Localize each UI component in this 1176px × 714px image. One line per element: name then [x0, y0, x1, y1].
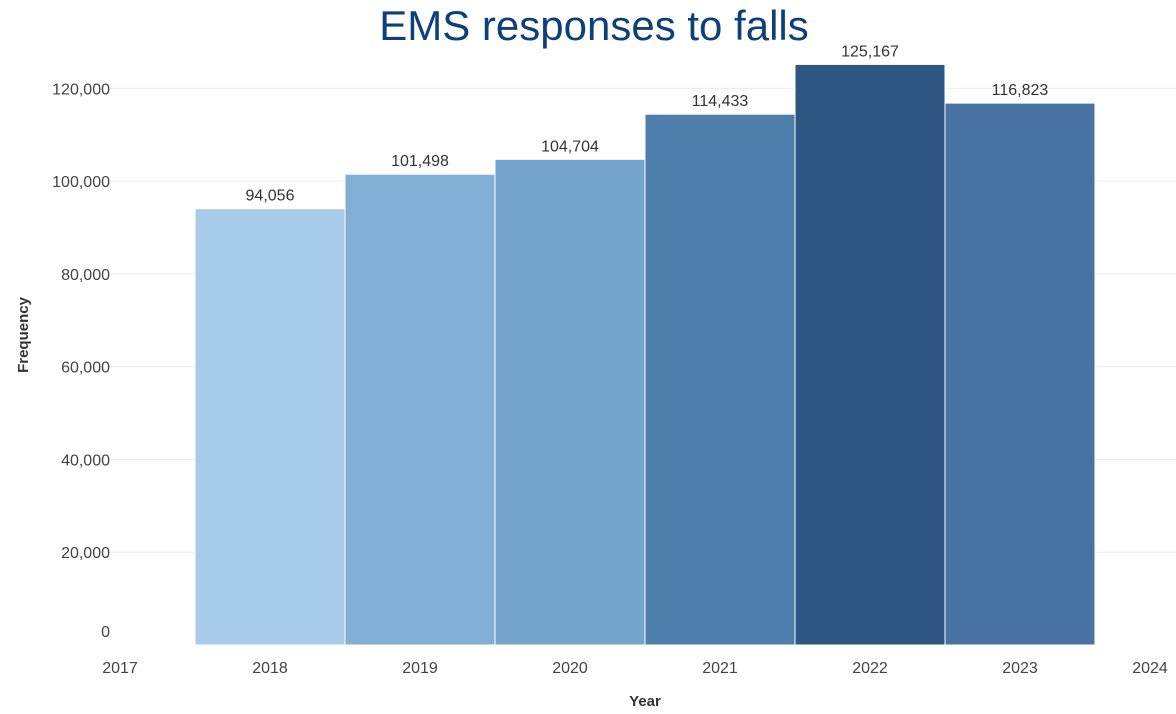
x-tick-label: 2022: [852, 660, 888, 677]
x-tick-label: 2023: [1002, 660, 1038, 677]
bars: [194, 63, 1096, 646]
bar-2022: [794, 63, 946, 646]
x-tick-label: 2024: [1132, 660, 1168, 677]
y-axis-ticks: 0 20,000 40,000 60,000 80,000 100,000 120,000: [52, 81, 110, 641]
y-tick-label: 20,000: [61, 545, 110, 562]
bar-value-label: 104,704: [541, 138, 599, 155]
bar-value-label: 125,167: [841, 43, 899, 60]
y-tick-label: 60,000: [61, 360, 110, 377]
y-tick-label: 80,000: [61, 267, 110, 284]
y-axis-title: Frequency: [15, 296, 32, 373]
x-tick-label: 2020: [552, 660, 588, 677]
y-tick-label: 0: [101, 624, 110, 641]
chart-title: EMS responses to falls: [379, 2, 809, 49]
bar-value-label: 94,056: [246, 188, 295, 205]
x-tick-label: 2017: [102, 660, 138, 677]
bar-2021: [644, 113, 796, 646]
x-axis-title: Year: [629, 693, 661, 709]
x-axis-ticks: 2017 2018 2019 2020 2021 2022 2023 2024: [102, 660, 1168, 677]
x-tick-label: 2021: [702, 660, 738, 677]
bar-2019: [344, 173, 496, 646]
bar-2018: [194, 208, 346, 646]
bar-value-label: 116,823: [992, 82, 1049, 99]
bar-2020: [494, 158, 646, 646]
bar-2023: [944, 102, 1096, 646]
bar-value-label: 101,498: [391, 153, 449, 170]
y-tick-label: 40,000: [61, 452, 110, 469]
bar-value-label: 114,433: [692, 93, 749, 110]
bar-value-labels: 94,056 101,498 104,704 114,433 125,167 116,82…: [246, 43, 1049, 204]
x-tick-label: 2018: [252, 660, 288, 677]
y-tick-label: 100,000: [52, 174, 110, 191]
x-tick-label: 2019: [402, 660, 438, 677]
y-tick-label: 120,000: [52, 81, 110, 98]
